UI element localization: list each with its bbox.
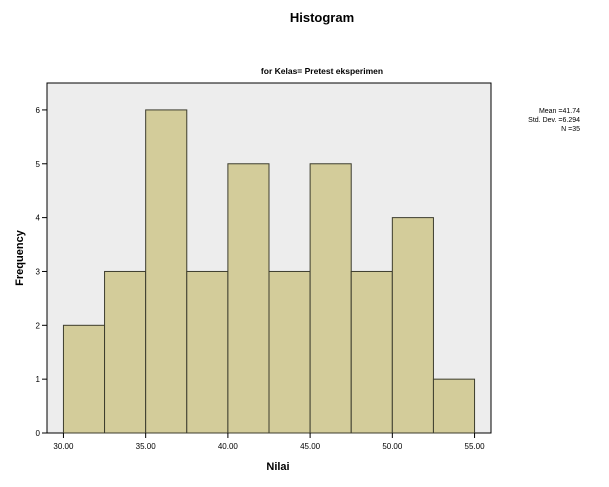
histogram-bar	[104, 270, 147, 434]
histogram-bar	[227, 163, 270, 434]
y-tick-label: 6	[36, 106, 41, 115]
x-axis: 30.00 35.00 40.00 45.00 50.00 55.00	[53, 433, 485, 451]
histogram-bar	[268, 270, 311, 434]
x-axis-label: Nilai	[266, 461, 289, 473]
stat-std-dev: Std. Dev. =6.294	[528, 117, 580, 124]
y-tick-label: 3	[36, 267, 41, 276]
x-tick-label: 45.00	[300, 442, 321, 451]
chart-subtitle: for Kelas= Pretest eksperimen	[261, 66, 383, 76]
y-tick-label: 4	[36, 214, 41, 223]
x-tick-label: 55.00	[465, 442, 486, 451]
histogram-bar	[350, 270, 393, 434]
x-tick-label: 30.00	[53, 442, 74, 451]
x-tick-label: 40.00	[218, 442, 239, 451]
bars-group	[62, 109, 476, 434]
y-axis: 0 1 2 3 4 5 6	[36, 106, 47, 438]
y-tick-label: 0	[36, 429, 41, 438]
histogram-bar	[309, 163, 352, 434]
chart-title: Histogram	[290, 10, 354, 25]
y-tick-label: 2	[36, 321, 41, 330]
y-tick-label: 5	[36, 160, 41, 169]
histogram-bar	[145, 109, 188, 434]
histogram-bar	[186, 270, 229, 434]
histogram-bar	[391, 217, 434, 434]
stats-legend: Mean =41.74 Std. Dev. =6.294 N =35	[528, 108, 580, 133]
y-tick-label: 1	[36, 375, 41, 384]
stat-n: N =35	[561, 126, 580, 133]
histogram-bar	[432, 378, 476, 434]
histogram-bar	[62, 324, 106, 434]
x-tick-label: 35.00	[136, 442, 157, 451]
y-axis-label: Frequency	[14, 229, 26, 286]
x-tick-label: 50.00	[382, 442, 403, 451]
stat-mean: Mean =41.74	[539, 108, 580, 115]
